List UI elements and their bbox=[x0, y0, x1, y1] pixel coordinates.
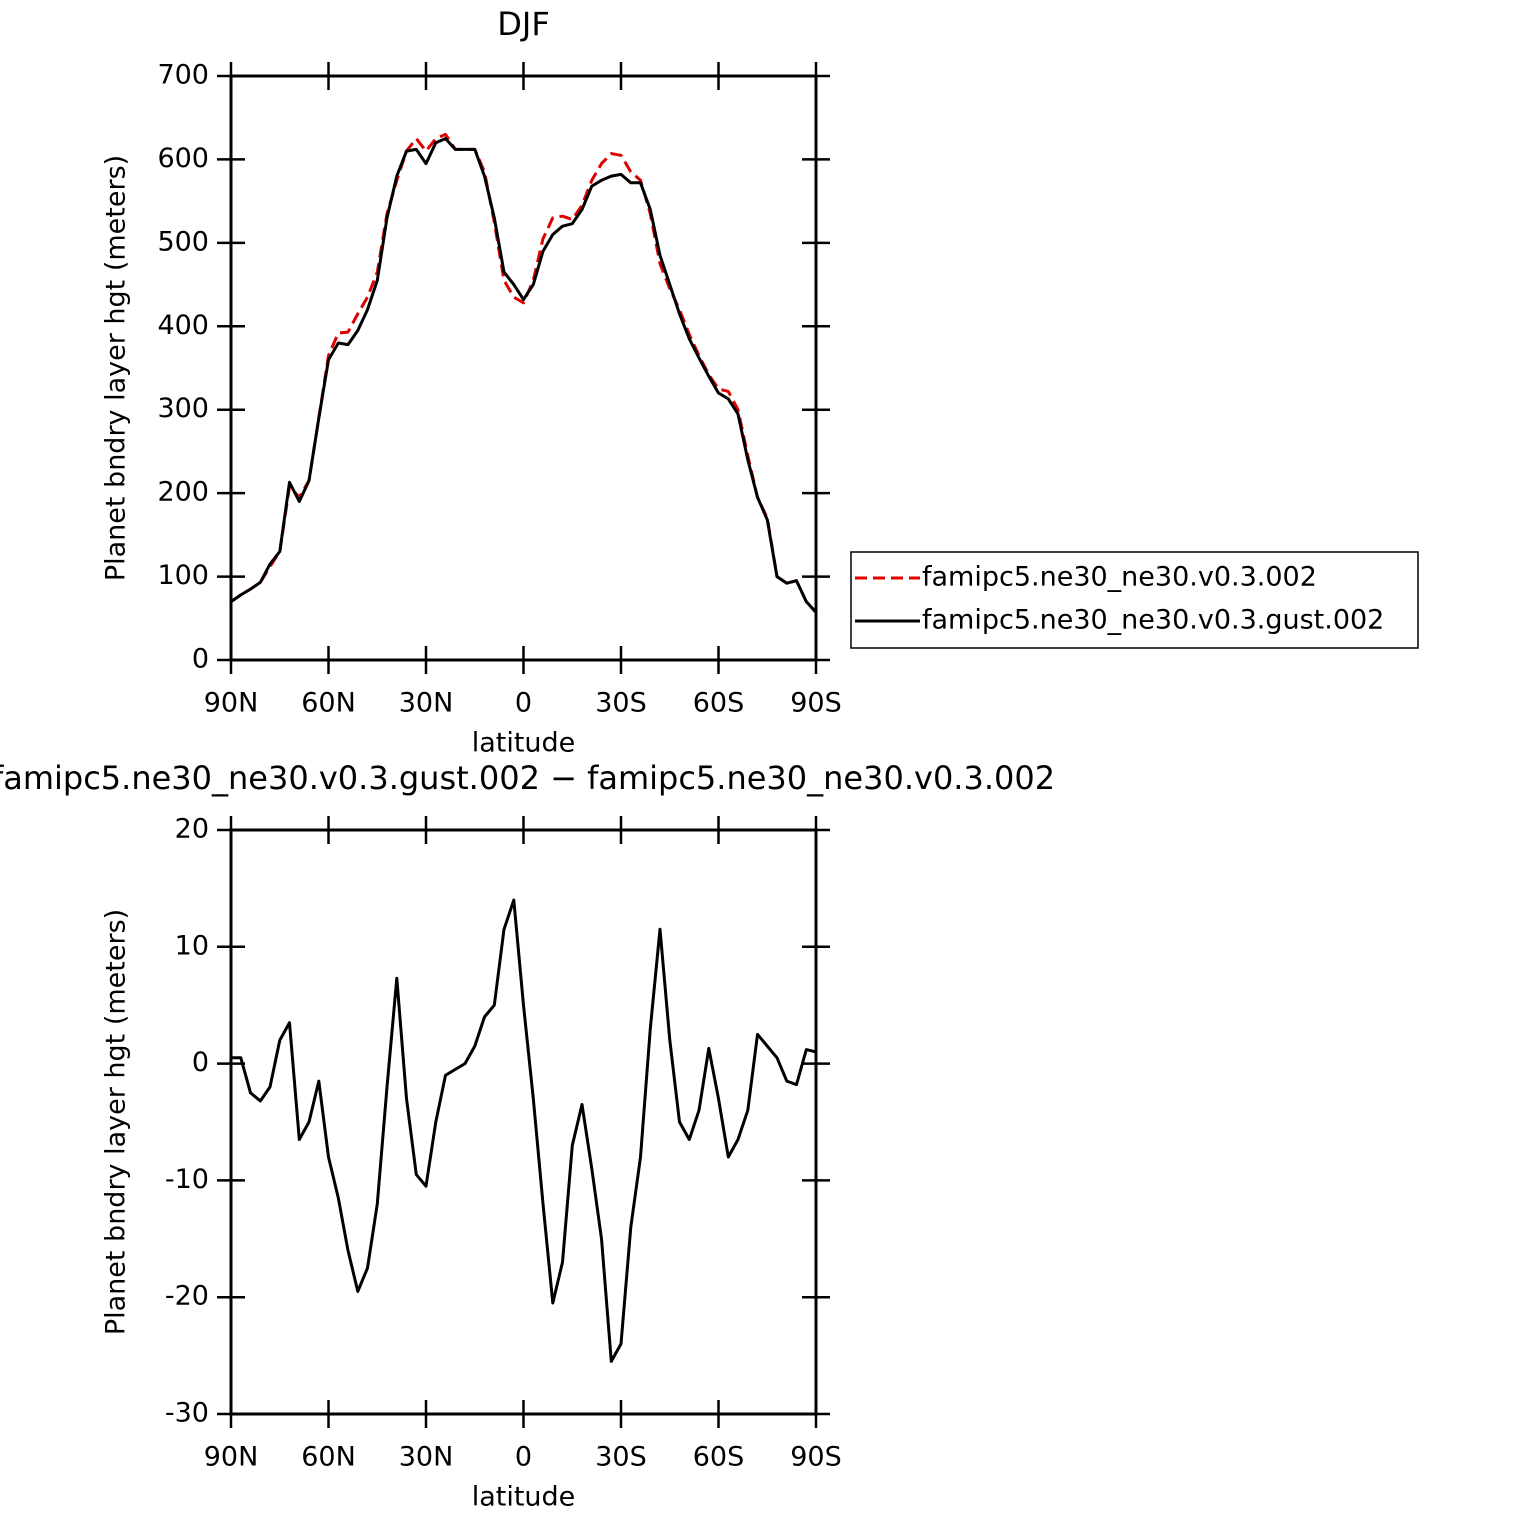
y-tick-label: 0 bbox=[192, 644, 209, 675]
y-tick-label: 700 bbox=[157, 60, 209, 91]
x-tick-label: 90N bbox=[204, 1442, 259, 1473]
data-line bbox=[230, 137, 818, 614]
legend-frame bbox=[850, 551, 1419, 649]
x-tick-label: 30S bbox=[595, 1442, 647, 1473]
x-tick-label: 30S bbox=[595, 688, 647, 719]
y-tick-label: 300 bbox=[157, 393, 209, 424]
x-tick-label: 90S bbox=[790, 1442, 842, 1473]
x-tick-label: 0 bbox=[515, 688, 532, 719]
y-tick-label: 0 bbox=[192, 1047, 209, 1078]
y-tick-label: 200 bbox=[157, 477, 209, 508]
x-axis-label: latitude bbox=[472, 1482, 576, 1513]
y-tick-label: 20 bbox=[175, 814, 209, 845]
y-tick-label: 400 bbox=[157, 310, 209, 341]
plot-frame bbox=[229, 74, 818, 662]
x-tick-label: 60S bbox=[693, 1442, 745, 1473]
x-tick-label: 90S bbox=[790, 688, 842, 719]
x-tick-label: 30N bbox=[399, 688, 454, 719]
plot-frame bbox=[229, 828, 818, 1416]
y-tick-label: -30 bbox=[165, 1398, 209, 1429]
x-tick-label: 0 bbox=[515, 1442, 532, 1473]
chart-title: famipc5.ne30_ne30.v0.3.gust.002 − famipc… bbox=[0, 759, 1055, 797]
y-tick-label: 500 bbox=[157, 226, 209, 257]
x-tick-label: 60N bbox=[301, 688, 356, 719]
x-axis-label: latitude bbox=[472, 728, 576, 759]
x-tick-label: 60S bbox=[693, 688, 745, 719]
data-line bbox=[230, 132, 818, 614]
x-tick-label: 30N bbox=[399, 1442, 454, 1473]
x-tick-label: 60N bbox=[301, 1442, 356, 1473]
y-tick-label: 10 bbox=[175, 930, 209, 961]
y-tick-label: -20 bbox=[165, 1281, 209, 1312]
y-tick-label: 100 bbox=[157, 560, 209, 591]
legend: famipc5.ne30_ne30.v0.3.002 famipc5.ne30_n… bbox=[850, 551, 1419, 649]
legend-label: famipc5.ne30_ne30.v0.3.gust.002 bbox=[922, 605, 1384, 636]
data-line bbox=[231, 898, 817, 1363]
y-tick-label: -10 bbox=[165, 1164, 209, 1195]
chart-title: DJF bbox=[497, 5, 549, 43]
x-tick-label: 90N bbox=[204, 688, 259, 719]
y-axis-label: Planet bndry layer hgt (meters) bbox=[101, 909, 132, 1335]
y-axis-label: Planet bndry layer hgt (meters) bbox=[101, 155, 132, 581]
legend-label: famipc5.ne30_ne30.v0.3.002 bbox=[922, 562, 1317, 593]
y-tick-label: 600 bbox=[157, 143, 209, 174]
